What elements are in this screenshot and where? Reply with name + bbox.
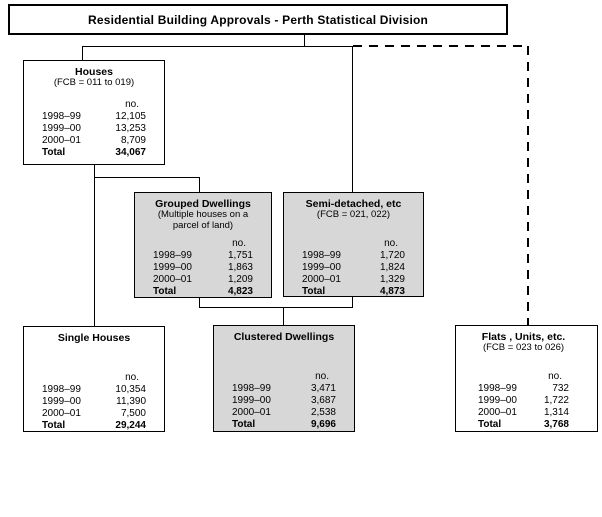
table-row-total: Total 34,067 bbox=[42, 147, 146, 158]
table-row: 1999–00 13,253 bbox=[42, 123, 146, 134]
connector-dashed-to-flats bbox=[527, 46, 529, 325]
node-houses-subtitle: (FCB = 011 to 019) bbox=[53, 77, 135, 88]
node-houses: Houses (FCB = 011 to 019) no. 1998–99 12,… bbox=[23, 60, 165, 165]
table-row: 1998–99 3,471 bbox=[232, 383, 336, 394]
connector-to-houses bbox=[82, 46, 83, 60]
table-row-total: Total 4,823 bbox=[153, 286, 253, 297]
node-semi-subtitle: (FCB = 021, 022) bbox=[316, 209, 391, 220]
table-row-total: Total 3,768 bbox=[478, 419, 569, 430]
table-row: 1998–99 1,751 bbox=[153, 250, 253, 261]
table-row: 1999–00 11,390 bbox=[42, 396, 146, 407]
node-single-houses: Single Houses no. 1998–99 10,354 1999–00 1… bbox=[23, 326, 165, 432]
table-row: 2000–01 7,500 bbox=[42, 408, 146, 419]
diagram-title-box: Residential Building Approvals - Perth S… bbox=[8, 4, 508, 35]
node-single-table: no. 1998–99 10,354 1999–00 11,390 2000–01 7… bbox=[40, 372, 148, 432]
diagram-title: Residential Building Approvals - Perth S… bbox=[87, 12, 429, 27]
table-row-total: Total 9,696 bbox=[232, 419, 336, 430]
node-semi-header: Semi-detached, etc (FCB = 021, 022) bbox=[300, 198, 407, 238]
node-single-header: Single Houses bbox=[40, 332, 148, 372]
node-grouped-title: Grouped Dwellings bbox=[155, 198, 251, 210]
node-flats-subtitle: (FCB = 023 to 026) bbox=[482, 342, 565, 353]
table-row: 1999–00 1,824 bbox=[302, 262, 405, 273]
connector-branch-to-grouped bbox=[94, 177, 200, 178]
node-grouped-subtitle: (Multiple houses on a parcel of land) bbox=[157, 209, 249, 231]
connector-to-clustered bbox=[283, 307, 284, 325]
node-houses-table: no. 1998–99 12,105 1999–00 13,253 2000–01 8… bbox=[40, 99, 148, 159]
connector-houses-to-single bbox=[94, 165, 95, 326]
node-clustered-title: Clustered Dwellings bbox=[233, 331, 335, 343]
node-clustered-table: no. 1998–99 3,471 1999–00 3,687 2000–01 2,5… bbox=[230, 371, 338, 431]
table-row: 1999–00 1,722 bbox=[478, 395, 569, 406]
table-row: 1999–00 1,863 bbox=[153, 262, 253, 273]
table-row: 1998–99 12,105 bbox=[42, 111, 146, 122]
node-houses-header: Houses (FCB = 011 to 019) bbox=[40, 66, 148, 99]
node-single-title: Single Houses bbox=[57, 332, 131, 344]
connector-title-drop bbox=[304, 35, 305, 46]
table-row: 2000–01 2,538 bbox=[232, 407, 336, 418]
table-row: 1999–00 3,687 bbox=[232, 395, 336, 406]
node-grouped-dwellings: Grouped Dwellings (Multiple houses on a … bbox=[134, 192, 272, 298]
connector-to-semi-detached bbox=[352, 46, 353, 192]
connector-merge-horizontal bbox=[199, 307, 353, 308]
table-row: 1998–99 732 bbox=[478, 383, 569, 394]
table-row: 2000–01 1,329 bbox=[302, 274, 405, 285]
connector-branch-horizontal bbox=[82, 46, 353, 47]
connector-grouped-down bbox=[199, 298, 200, 308]
node-flats-units: Flats , Units, etc. (FCB = 023 to 026) n… bbox=[455, 325, 598, 432]
node-semi-title: Semi-detached, etc bbox=[305, 198, 402, 210]
connector-semi-down bbox=[352, 297, 353, 308]
table-row-total: Total 29,244 bbox=[42, 420, 146, 431]
node-grouped-table: no. 1998–99 1,751 1999–00 1,863 2000–01 1,2… bbox=[151, 238, 255, 298]
node-semi-table: no. 1998–99 1,720 1999–00 1,824 2000–01 1,3… bbox=[300, 238, 407, 298]
table-row: 2000–01 1,314 bbox=[478, 407, 569, 418]
unit-label: no. bbox=[548, 371, 562, 382]
unit-label: no. bbox=[125, 99, 139, 110]
node-clustered-header: Clustered Dwellings bbox=[230, 331, 338, 371]
unit-label: no. bbox=[125, 372, 139, 383]
table-row: 1998–99 10,354 bbox=[42, 384, 146, 395]
connector-dashed-horizontal bbox=[353, 45, 528, 47]
node-flats-title: Flats , Units, etc. bbox=[481, 331, 566, 343]
unit-label: no. bbox=[232, 238, 246, 249]
table-row: 1998–99 1,720 bbox=[302, 250, 405, 261]
node-grouped-header: Grouped Dwellings (Multiple houses on a … bbox=[151, 198, 255, 238]
node-houses-title: Houses bbox=[75, 66, 113, 78]
node-flats-table: no. 1998–99 732 1999–00 1,722 2000–01 1,314… bbox=[476, 371, 571, 431]
unit-label: no. bbox=[384, 238, 398, 249]
table-row: 2000–01 8,709 bbox=[42, 135, 146, 146]
node-semi-detached: Semi-detached, etc (FCB = 021, 022) no. … bbox=[283, 192, 424, 297]
unit-label: no. bbox=[315, 371, 329, 382]
node-clustered-dwellings: Clustered Dwellings no. 1998–99 3,471 199… bbox=[213, 325, 355, 432]
table-row-total: Total 4,873 bbox=[302, 286, 405, 297]
node-flats-header: Flats , Units, etc. (FCB = 023 to 026) bbox=[476, 331, 571, 371]
connector-grouped-drop bbox=[199, 177, 200, 192]
table-row: 2000–01 1,209 bbox=[153, 274, 253, 285]
